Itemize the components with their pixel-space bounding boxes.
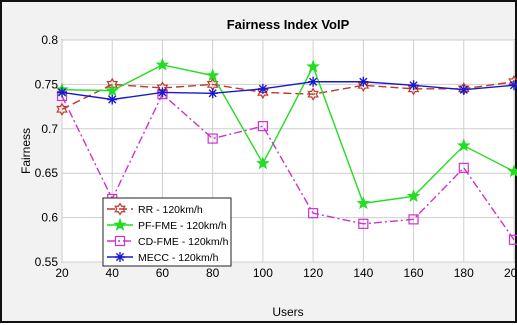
y-tick-label: 0.6 <box>41 211 58 225</box>
x-tick-label: 160 <box>404 266 424 280</box>
x-tick-label: 80 <box>206 266 220 280</box>
x-tick-label: 180 <box>454 266 474 280</box>
x-tick-label: 40 <box>106 266 120 280</box>
y-tick-label: 0.7 <box>41 122 58 136</box>
legend: RR - 120km/h PF-FME - 120km/h CD-FME - 120… <box>103 198 231 266</box>
x-tick-label: 100 <box>253 266 273 280</box>
data-point <box>57 87 67 97</box>
legend-marker <box>115 252 125 262</box>
data-point <box>308 77 318 87</box>
legend-label: CD-FME - 120km/h <box>138 236 229 248</box>
data-point <box>409 80 419 90</box>
y-tick-label: 0.75 <box>35 77 59 91</box>
y-axis-label: Fairness <box>19 128 33 174</box>
data-point <box>459 85 469 95</box>
chart-title: Fairness Index VoIP <box>227 17 350 32</box>
y-tick-label: 0.8 <box>41 33 58 47</box>
data-point <box>258 84 268 94</box>
y-tick-label: 0.55 <box>35 255 59 269</box>
x-axis-label: Users <box>272 305 303 319</box>
data-point <box>157 87 167 97</box>
data-point <box>107 94 117 104</box>
y-tick-label: 0.65 <box>35 166 59 180</box>
x-tick-label: 200 <box>504 266 517 280</box>
x-tick-label: 140 <box>353 266 373 280</box>
legend-label: PF-FME - 120km/h <box>138 220 227 232</box>
legend-label: MECC - 120km/h <box>138 252 219 264</box>
legend-label: RR - 120km/h <box>138 204 203 216</box>
data-point <box>358 77 368 87</box>
x-tick-label: 60 <box>156 266 170 280</box>
data-point <box>208 88 218 98</box>
x-tick-label: 120 <box>303 266 323 280</box>
